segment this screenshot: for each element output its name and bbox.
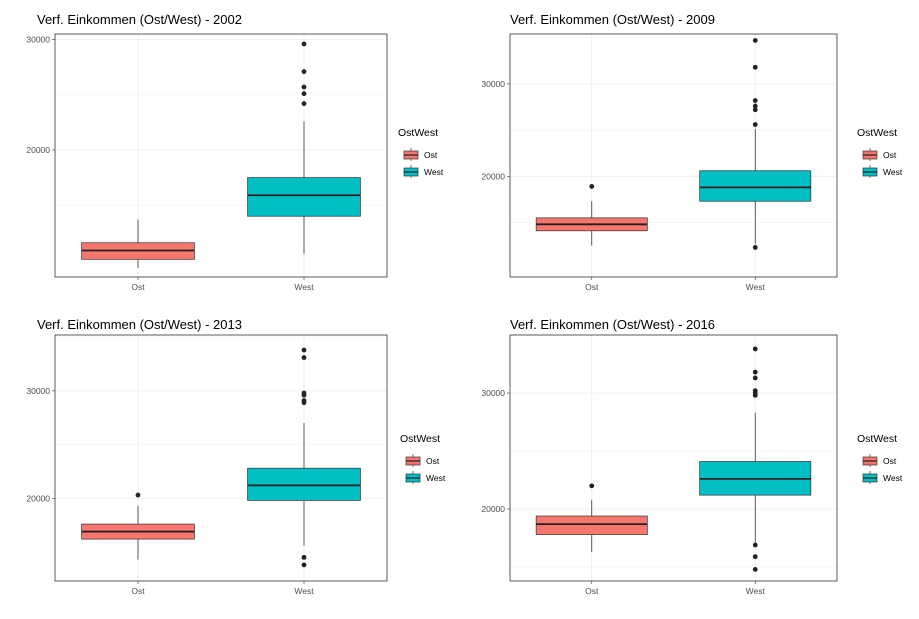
outlier-point [752, 554, 758, 560]
outlier-point [301, 347, 307, 353]
legend-label: Ost [883, 150, 897, 160]
panel-border [54, 334, 388, 582]
outlier-point [301, 355, 307, 360]
y-tick-label: 20000 [26, 145, 50, 155]
box-ost [81, 492, 195, 560]
chart-panel-1: Verf. Einkommen (Ost/West) - 2002 20000 30… [26, 12, 443, 292]
outlier-point [301, 69, 307, 74]
box-iqr [535, 515, 648, 535]
y-tick-label: 30000 [481, 79, 505, 89]
box-west [247, 41, 361, 254]
chart-panel-2: Verf. Einkommen (Ost/West) - 2009 20000 30… [481, 12, 902, 292]
chart-panel-3: Verf. Einkommen (Ost/West) - 2013 20000 30… [26, 317, 445, 596]
chart-title: Verf. Einkommen (Ost/West) - 2016 [510, 317, 715, 332]
outlier-point [752, 388, 758, 394]
legend-title: OstWest [857, 127, 897, 139]
outlier-point [301, 562, 307, 568]
outlier-point [301, 41, 307, 47]
box-west [699, 346, 812, 572]
y-tick-label: 30000 [26, 35, 50, 45]
outlier-point [752, 98, 758, 103]
outlier-point [752, 375, 758, 381]
outlier-point [301, 554, 307, 560]
legend-label: Ost [424, 150, 438, 160]
outlier-point [752, 107, 758, 113]
outlier-point [752, 38, 758, 43]
x-tick-label: West [746, 282, 766, 292]
box-west [699, 38, 812, 250]
y-tick-label: 20000 [26, 493, 50, 503]
x-tick-label: West [746, 586, 766, 596]
legend-label: West [426, 473, 446, 483]
box-ost [535, 483, 648, 552]
y-tick-label: 30000 [26, 386, 50, 396]
panel-border [509, 334, 838, 582]
chart-title: Verf. Einkommen (Ost/West) - 2013 [37, 317, 242, 332]
x-tick-label: West [294, 586, 314, 596]
outlier-point [301, 101, 307, 106]
x-tick-label: Ost [131, 282, 145, 292]
panel-border [54, 33, 388, 278]
outlier-point [752, 64, 758, 70]
panel-border [509, 33, 838, 278]
box-west [247, 347, 361, 568]
outlier-point [752, 346, 758, 352]
y-tick-label: 20000 [481, 504, 505, 514]
outlier-point [752, 103, 758, 109]
legend-label: West [883, 473, 903, 483]
y-tick-label: 30000 [481, 388, 505, 398]
box-ost [81, 219, 195, 269]
outlier-point [301, 398, 307, 403]
y-tick-label: 20000 [481, 171, 505, 181]
x-tick-label: Ost [585, 586, 599, 596]
legend-title: OstWest [400, 433, 440, 445]
outlier-point [135, 492, 141, 498]
box-ost [535, 184, 648, 246]
chart-title: Verf. Einkommen (Ost/West) - 2002 [37, 12, 242, 27]
legend-title: OstWest [398, 127, 438, 139]
box-iqr [247, 467, 361, 501]
outlier-point [752, 369, 758, 375]
chart-title: Verf. Einkommen (Ost/West) - 2009 [510, 12, 715, 27]
chart-panel-4: Verf. Einkommen (Ost/West) - 2016 20000 30… [481, 317, 902, 596]
outlier-point [752, 542, 758, 548]
legend-label: Ost [883, 456, 897, 466]
outlier-point [589, 483, 595, 489]
outlier-point [752, 245, 758, 250]
legend-label: West [883, 167, 903, 177]
x-tick-label: Ost [131, 586, 145, 596]
box-iqr [247, 177, 361, 217]
x-tick-label: West [294, 282, 314, 292]
legend-title: OstWest [857, 433, 897, 445]
outlier-point [301, 84, 307, 90]
legend-label: West [424, 167, 444, 177]
outlier-point [752, 122, 758, 127]
outlier-point [301, 390, 307, 396]
outlier-point [301, 91, 307, 97]
outlier-point [752, 566, 758, 572]
legend-label: Ost [426, 456, 440, 466]
x-tick-label: Ost [585, 282, 599, 292]
box-iqr [699, 170, 812, 202]
outlier-point [589, 184, 595, 189]
